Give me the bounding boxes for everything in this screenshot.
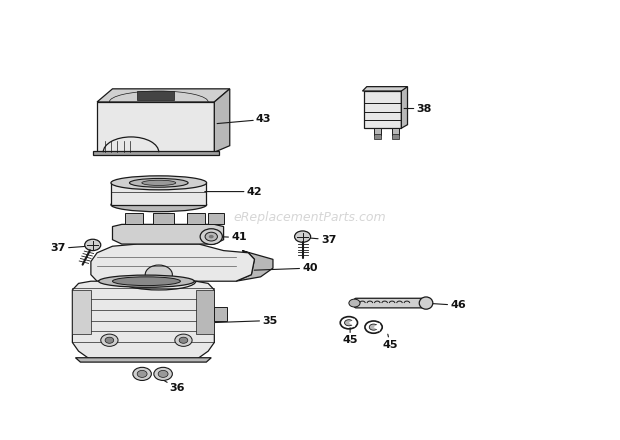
- Polygon shape: [215, 308, 227, 321]
- Circle shape: [85, 239, 101, 251]
- Ellipse shape: [142, 180, 175, 185]
- Text: 41: 41: [220, 232, 247, 242]
- FancyBboxPatch shape: [355, 298, 423, 308]
- Polygon shape: [401, 87, 407, 128]
- Circle shape: [133, 367, 151, 381]
- Polygon shape: [93, 151, 219, 155]
- Text: 42: 42: [205, 187, 262, 197]
- Circle shape: [158, 370, 168, 378]
- Polygon shape: [392, 128, 399, 135]
- Circle shape: [145, 265, 172, 284]
- Circle shape: [205, 232, 218, 241]
- Text: 40: 40: [254, 263, 317, 273]
- Polygon shape: [365, 91, 401, 128]
- Circle shape: [179, 337, 188, 343]
- Text: eReplacementParts.com: eReplacementParts.com: [234, 211, 386, 224]
- Text: 43: 43: [217, 114, 272, 125]
- Polygon shape: [374, 128, 381, 135]
- Polygon shape: [137, 91, 174, 100]
- Ellipse shape: [111, 198, 206, 212]
- Ellipse shape: [419, 297, 433, 309]
- Polygon shape: [97, 89, 230, 102]
- Ellipse shape: [111, 176, 206, 190]
- Circle shape: [209, 235, 214, 238]
- Polygon shape: [187, 213, 205, 224]
- Text: 37: 37: [307, 235, 336, 245]
- Text: 36: 36: [161, 379, 185, 393]
- Polygon shape: [349, 319, 355, 327]
- Circle shape: [137, 370, 147, 378]
- Text: 46: 46: [427, 300, 466, 310]
- Circle shape: [105, 337, 113, 343]
- Polygon shape: [363, 87, 407, 91]
- Text: 45: 45: [383, 334, 398, 350]
- Circle shape: [154, 367, 172, 381]
- Polygon shape: [374, 134, 381, 139]
- Circle shape: [349, 299, 360, 307]
- Polygon shape: [374, 323, 379, 331]
- Polygon shape: [111, 183, 206, 205]
- Ellipse shape: [112, 277, 180, 286]
- Polygon shape: [73, 281, 215, 360]
- Polygon shape: [73, 290, 91, 334]
- Circle shape: [294, 231, 311, 242]
- Text: 45: 45: [342, 328, 358, 345]
- Polygon shape: [112, 224, 224, 244]
- Circle shape: [345, 320, 353, 326]
- Polygon shape: [125, 213, 143, 224]
- Ellipse shape: [130, 179, 188, 187]
- Polygon shape: [153, 213, 174, 224]
- Polygon shape: [196, 290, 215, 334]
- Polygon shape: [236, 251, 273, 281]
- Polygon shape: [91, 244, 254, 281]
- Circle shape: [200, 229, 223, 245]
- Polygon shape: [215, 89, 230, 152]
- Ellipse shape: [99, 275, 194, 287]
- Circle shape: [370, 324, 378, 330]
- Polygon shape: [392, 134, 399, 139]
- Text: 38: 38: [404, 103, 432, 114]
- Circle shape: [101, 334, 118, 346]
- Polygon shape: [97, 102, 215, 152]
- Polygon shape: [76, 358, 211, 362]
- Text: 35: 35: [211, 315, 278, 326]
- Polygon shape: [208, 213, 224, 224]
- Circle shape: [175, 334, 192, 346]
- Text: 37: 37: [50, 243, 85, 253]
